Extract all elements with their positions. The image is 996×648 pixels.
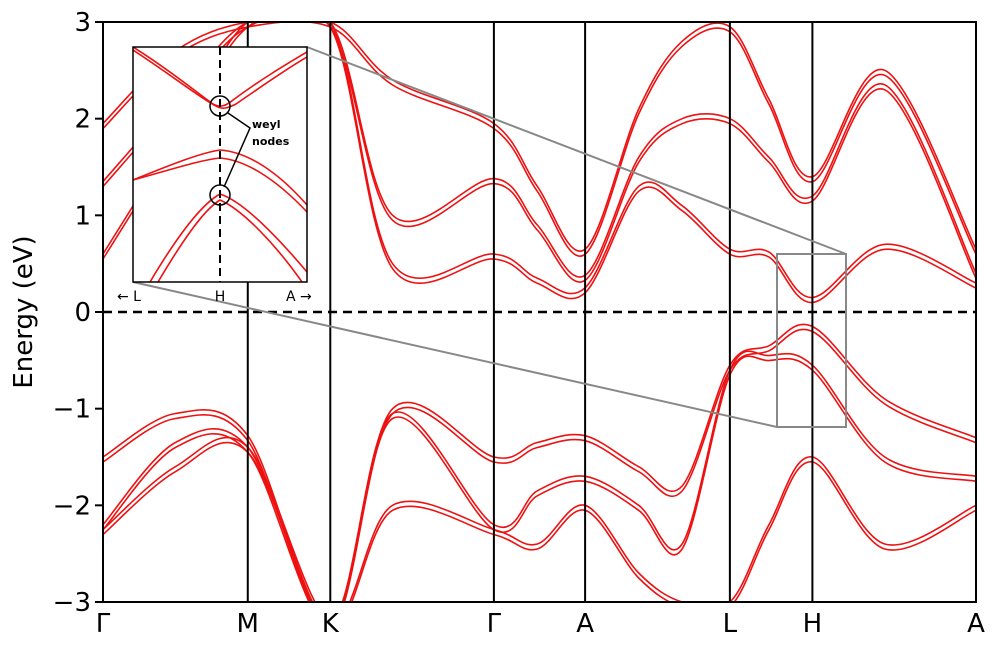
band-line-2-split <box>103 22 976 283</box>
y-tick-label: 1 <box>74 201 91 231</box>
band-line-2 <box>103 22 976 278</box>
zoom-connector-bottom <box>132 281 778 428</box>
y-tick-label: −2 <box>53 491 91 521</box>
y-tick-label: −3 <box>53 588 91 618</box>
band-line-1 <box>103 22 976 252</box>
y-tick-label: 2 <box>74 105 91 135</box>
annotation-line-1: weyl <box>252 118 281 131</box>
zoom-box <box>776 253 847 428</box>
band-line-6 <box>103 436 976 602</box>
annotation-leader <box>223 112 251 188</box>
y-tick-label: 0 <box>74 298 91 328</box>
x-tick-label: L <box>723 609 738 639</box>
inset-label-left: ← L <box>117 289 141 305</box>
inset-panel: weyl nodes ← L H A → <box>117 46 312 305</box>
x-tick-label: A <box>967 609 985 639</box>
inset-band-4 <box>133 149 307 206</box>
x-tick-label: A <box>576 609 594 639</box>
band-line-5-split <box>103 355 976 602</box>
x-tick-label: H <box>803 609 823 639</box>
inset-frame <box>132 46 308 283</box>
x-tick-label: Γ <box>487 609 502 639</box>
weyl-node-lower <box>209 184 231 206</box>
y-axis-ticks: −3 −2 −1 0 1 2 3 <box>53 8 103 618</box>
x-tick-label: K <box>322 609 340 639</box>
inset-band-2 <box>133 49 307 109</box>
band-line-1-split <box>103 22 976 257</box>
bands-layer <box>103 22 976 602</box>
band-line-3-split <box>103 22 976 304</box>
inset-label-mid: H <box>215 289 226 305</box>
x-tick-label: M <box>237 609 259 639</box>
band-line-4 <box>103 323 976 602</box>
annotation-line-2: nodes <box>252 135 290 148</box>
band-line-3 <box>103 22 976 299</box>
weyl-node-upper <box>209 95 231 117</box>
x-tick-label: Γ <box>96 609 111 639</box>
inset-band-6 <box>157 199 303 282</box>
band-line-6-split <box>103 441 976 602</box>
y-axis-label: Energy (eV) <box>9 235 39 388</box>
inset-band-1 <box>133 47 307 107</box>
inset-label-right: A → <box>286 289 312 305</box>
zoom-connector-top <box>306 46 847 255</box>
y-tick-label: 3 <box>74 8 91 38</box>
y-tick-label: −1 <box>53 395 91 425</box>
